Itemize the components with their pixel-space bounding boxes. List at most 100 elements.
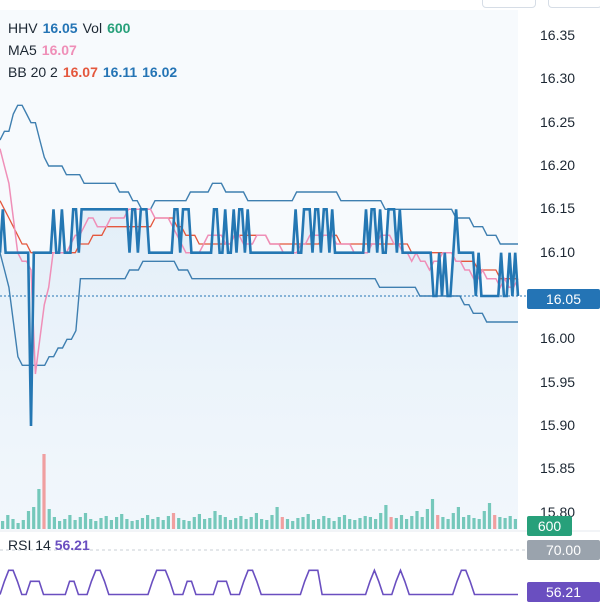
volume-bar — [166, 516, 170, 529]
volume-bar — [280, 517, 284, 529]
volume-bar — [410, 516, 414, 529]
volume-bar — [11, 519, 15, 529]
volume-bar — [223, 517, 227, 529]
volume-bar — [146, 515, 150, 529]
volume-bar — [327, 518, 331, 529]
top-toolbar — [0, 0, 600, 10]
volume-bar — [83, 513, 88, 529]
volume-bar — [151, 519, 155, 529]
volume-bar — [265, 520, 269, 529]
volume-bar — [467, 515, 471, 529]
hhv-price-line — [0, 208, 520, 427]
volume-bar — [353, 520, 357, 529]
volume-bar — [21, 520, 25, 529]
bb-lower-value: 16.02 — [142, 64, 178, 80]
volume-badge: 600 — [527, 516, 572, 536]
volume-bar — [115, 517, 119, 529]
volume-bar — [332, 521, 336, 529]
rsi-value: 56.21 — [54, 537, 90, 553]
volume-bar — [94, 521, 98, 529]
volume-bar — [203, 519, 207, 529]
rsi-line — [0, 568, 518, 596]
volume-bar — [487, 503, 492, 529]
volume-bar — [197, 514, 201, 529]
volume-bar — [125, 519, 129, 529]
volume-bar — [472, 518, 476, 529]
volume-bar — [182, 520, 186, 529]
volume-bar — [477, 519, 481, 529]
price-tick-label: 16.20 — [540, 157, 576, 173]
volume-bar — [317, 519, 321, 529]
volume-bar — [291, 521, 295, 529]
hhv-value: 16.05 — [42, 20, 78, 36]
volume-bar — [156, 517, 160, 529]
price-tick-label: 15.80 — [540, 503, 576, 520]
volume-bar — [228, 520, 233, 529]
volume-bar — [508, 516, 512, 529]
last-price-badge: 16.05 — [527, 289, 600, 309]
volume-bar — [462, 517, 466, 529]
bb-upper-value: 16.07 — [62, 64, 98, 80]
volume-bar — [441, 517, 445, 529]
volume-bar — [498, 517, 502, 529]
volume-bar — [513, 519, 517, 529]
volume-bar — [456, 507, 460, 529]
volume-bar — [405, 519, 409, 529]
volume-bar — [482, 511, 486, 529]
legend-bb: BB 20 2 16.07 16.11 16.02 — [8, 64, 182, 80]
volume-bar — [244, 519, 248, 529]
volume-bar — [415, 511, 419, 529]
price-tick-label: 16.15 — [540, 200, 576, 217]
volume-bar — [337, 517, 341, 529]
volume-bar — [260, 519, 264, 529]
volume-bar — [430, 499, 435, 529]
volume-bar — [171, 513, 176, 529]
volume-bar — [16, 523, 20, 529]
volume-bar — [213, 511, 217, 529]
volume-bar — [322, 516, 326, 529]
toolbar-button[interactable] — [548, 0, 600, 8]
volume-bar — [1, 521, 5, 529]
legend-hhv: HHV 16.05 Vol 600 — [8, 20, 135, 36]
volume-bar — [249, 517, 253, 529]
volume-bar — [161, 520, 165, 529]
volume-bar — [187, 521, 191, 529]
volume-bar — [26, 511, 31, 529]
volume-bar — [68, 515, 72, 529]
price-tick-label: 15.90 — [540, 417, 576, 433]
volume-bar — [130, 521, 134, 529]
vol-label: Vol — [82, 20, 103, 36]
volume-bar — [493, 515, 497, 529]
volume-bar — [177, 518, 181, 529]
volume-bar — [104, 516, 108, 529]
volume-bar — [420, 517, 424, 529]
bb-label: BB 20 2 — [8, 64, 58, 80]
bb-lower-line — [0, 252, 518, 366]
rsi-value-badge: 56.21 — [527, 582, 600, 602]
hhv-label: HHV — [8, 20, 38, 36]
toolbar-button[interactable] — [482, 0, 536, 8]
volume-bar — [394, 518, 398, 529]
ma5-value: 16.07 — [41, 42, 77, 58]
volume-bar — [275, 507, 279, 529]
volume-bar — [363, 516, 367, 529]
volume-bar — [52, 517, 56, 529]
volume-bar — [58, 521, 62, 529]
volume-bar — [446, 519, 450, 529]
volume-bar — [120, 514, 124, 529]
volume-bar — [73, 520, 77, 529]
volume-bar — [234, 518, 238, 529]
volume-bar — [37, 489, 41, 529]
volume-bar — [358, 518, 362, 529]
volume-bar — [135, 520, 139, 529]
price-tick-label: 16.30 — [540, 70, 576, 87]
volume-bar — [89, 519, 93, 529]
volume-bar — [306, 514, 310, 529]
volume-bar — [399, 515, 404, 529]
bb-middle-value: 16.11 — [102, 64, 138, 80]
price-tick-label: 16.10 — [540, 243, 576, 260]
price-tick-label: 16.35 — [540, 27, 576, 43]
volume-bar — [296, 518, 300, 529]
volume-bar — [285, 519, 290, 529]
